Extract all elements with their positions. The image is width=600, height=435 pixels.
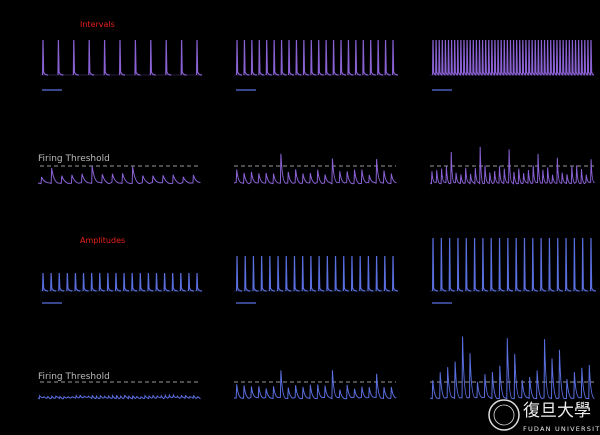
section-title: Amplitudes — [80, 236, 125, 245]
spike-train — [236, 255, 399, 292]
logo-seal-inner — [493, 404, 515, 426]
voltage-trace — [37, 393, 201, 400]
spike-train — [432, 39, 595, 76]
spike-train — [432, 237, 597, 292]
voltage-trace — [233, 370, 397, 400]
voltage-trace — [37, 166, 201, 185]
threshold-label: Firing Threshold — [38, 372, 110, 382]
spike-train — [42, 39, 203, 76]
voltage-trace — [429, 146, 595, 185]
threshold-label: Firing Threshold — [38, 154, 110, 164]
voltage-trace — [233, 153, 397, 185]
logo-name-en: FUDAN UNIVERSITY — [523, 425, 600, 433]
logo-name-cn: 復旦大學 — [523, 401, 591, 421]
logo-seal — [488, 399, 520, 431]
logo: 復旦大學 FUDAN UNIVERSITY — [488, 399, 600, 433]
section-title: Intervals — [80, 20, 115, 29]
spike-train — [42, 272, 203, 292]
voltage-trace — [429, 336, 595, 400]
spike-train — [236, 39, 399, 76]
